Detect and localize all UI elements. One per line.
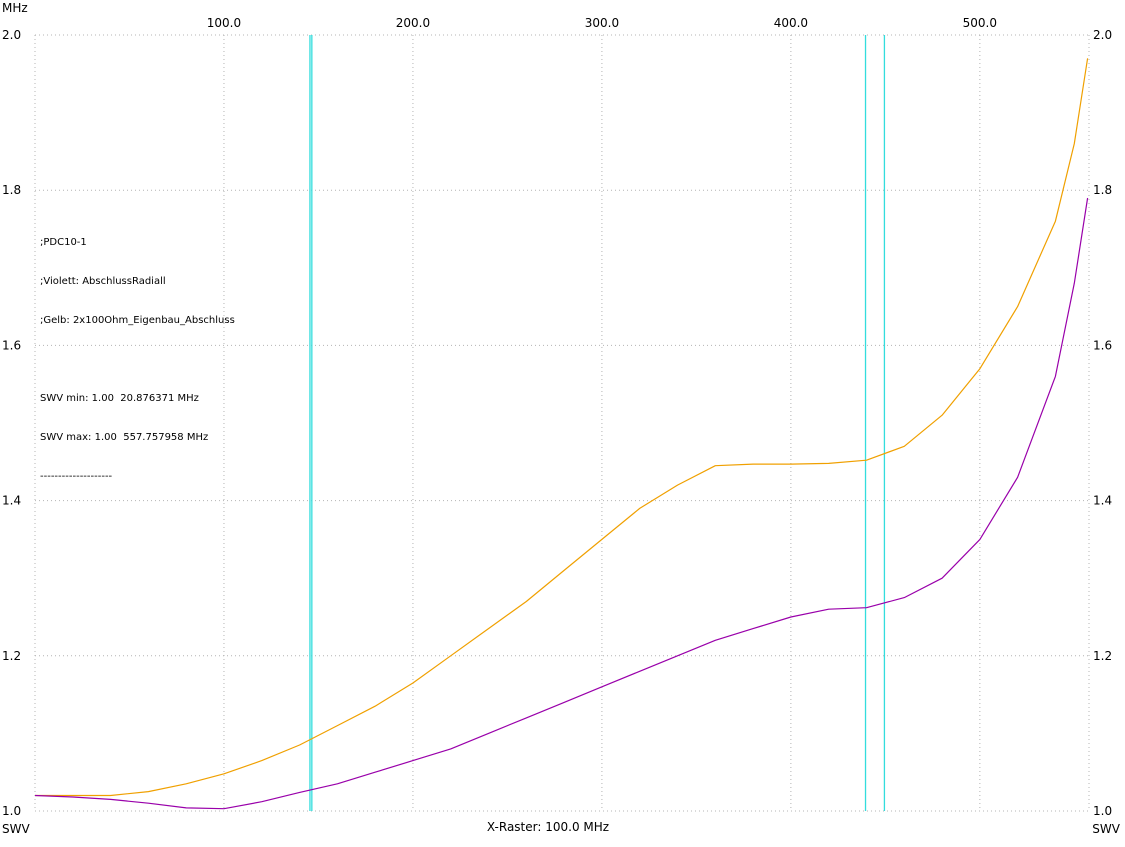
y-tick-label-left: 1.8 bbox=[2, 183, 21, 197]
series-group bbox=[34, 58, 1089, 810]
y-unit-label-right: SWV bbox=[1092, 822, 1120, 836]
y-tick-label-left: 1.2 bbox=[2, 649, 21, 663]
x-tick-labels: 100.0 200.0 300.0 400.0 500.0 bbox=[207, 16, 997, 30]
x-raster-label: X-Raster: 100.0 MHz bbox=[487, 820, 609, 834]
annotation-line: ;PDC10-1 bbox=[40, 237, 87, 248]
annotation-line: ;Gelb: 2x100Ohm_Eigenbau_Abschluss bbox=[40, 315, 235, 326]
y-unit-label-left: SWV bbox=[2, 822, 30, 836]
annotation-line: SWV max: 1.00 557.757958 MHz bbox=[40, 432, 209, 443]
x-unit-label: MHz bbox=[2, 1, 28, 15]
grid bbox=[34, 34, 1090, 812]
y-tick-labels: 1.0 1.0 1.2 1.2 1.4 1.4 1.6 1.6 1.8 1.8 2.0 2.0 bbox=[2, 28, 1112, 818]
y-tick-label-left: 1.0 bbox=[2, 804, 21, 818]
y-tick-label-right: 1.0 bbox=[1093, 804, 1112, 818]
x-tick-label: 200.0 bbox=[396, 16, 430, 30]
y-tick-label-left: 2.0 bbox=[2, 28, 21, 42]
annotation-line: SWV min: 1.00 20.876371 MHz bbox=[40, 393, 199, 404]
y-tick-label-right: 1.4 bbox=[1093, 494, 1112, 508]
y-tick-label-left: 1.6 bbox=[2, 338, 21, 352]
y-tick-label-right: 1.6 bbox=[1093, 338, 1112, 352]
y-tick-label-left: 1.4 bbox=[2, 494, 21, 508]
x-tick-label: 100.0 bbox=[207, 16, 241, 30]
x-tick-label: 300.0 bbox=[585, 16, 619, 30]
annotation-line: ;Violett: AbschlussRadiall bbox=[40, 276, 166, 287]
y-tick-label-right: 2.0 bbox=[1093, 28, 1112, 42]
x-tick-label: 400.0 bbox=[774, 16, 808, 30]
annotation-line: ​ bbox=[40, 353, 235, 366]
frequency-markers bbox=[309, 35, 886, 811]
annotation-block: ;PDC10-1 ;Violett: AbschlussRadiall ;Gel… bbox=[40, 210, 235, 496]
annotation-line: -------------------- bbox=[40, 471, 113, 482]
y-tick-label-right: 1.8 bbox=[1093, 183, 1112, 197]
series-line bbox=[35, 58, 1089, 797]
x-tick-label: 500.0 bbox=[963, 16, 997, 30]
y-tick-label-right: 1.2 bbox=[1093, 649, 1112, 663]
series-line bbox=[34, 197, 1089, 810]
